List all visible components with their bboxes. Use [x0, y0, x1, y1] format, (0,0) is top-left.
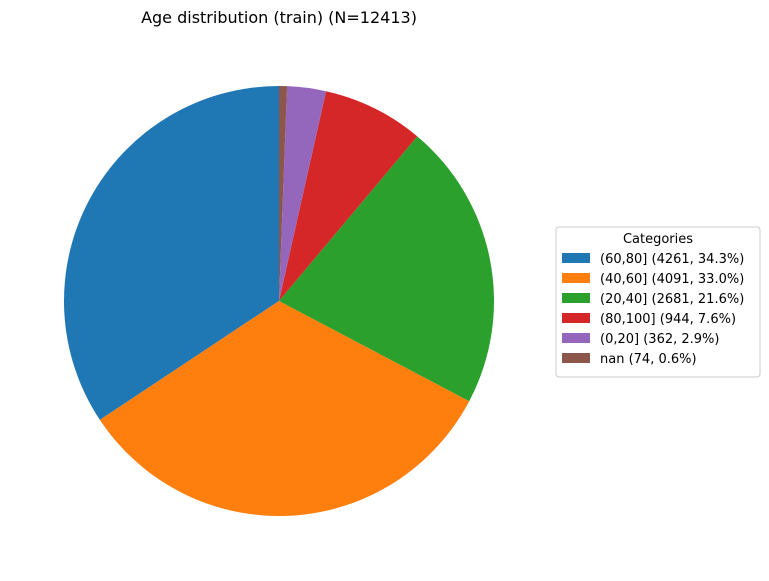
legend-label-0: (60,80] (4261, 34.3%)	[600, 252, 744, 267]
legend-label-4: (0,20] (362, 2.9%)	[600, 332, 719, 347]
pie-slice-3	[279, 91, 418, 302]
pie-slice-4	[279, 86, 327, 301]
pie-slices	[64, 86, 494, 516]
legend-swatch-5	[562, 353, 590, 363]
legend-items: (60,80] (4261, 34.3%) (40,60] (4091, 33.0…	[562, 252, 744, 367]
legend-label-2: (20,40] (2681, 21.6%)	[600, 292, 744, 307]
chart-title: Age distribution (train) (N=12413)	[141, 8, 417, 27]
pie-slice-2	[279, 136, 494, 402]
legend-frame	[555, 226, 761, 378]
pie-slice-0	[64, 86, 279, 420]
legend-swatch-0	[562, 253, 590, 263]
pie-slice-1	[99, 301, 470, 516]
legend-label-1: (40,60] (4091, 33.0%)	[600, 272, 744, 287]
pie-slice-5	[279, 86, 288, 301]
legend-title: Categories	[623, 232, 693, 247]
legend-swatch-3	[562, 313, 590, 323]
legend-swatch-4	[562, 333, 590, 343]
legend: Categories (60,80] (4261, 34.3%) (40,60] …	[555, 226, 761, 378]
legend-swatch-1	[562, 273, 590, 283]
legend-swatch-2	[562, 293, 590, 303]
legend-label-5: nan (74, 0.6%)	[600, 352, 697, 367]
legend-label-3: (80,100] (944, 7.6%)	[600, 312, 736, 327]
